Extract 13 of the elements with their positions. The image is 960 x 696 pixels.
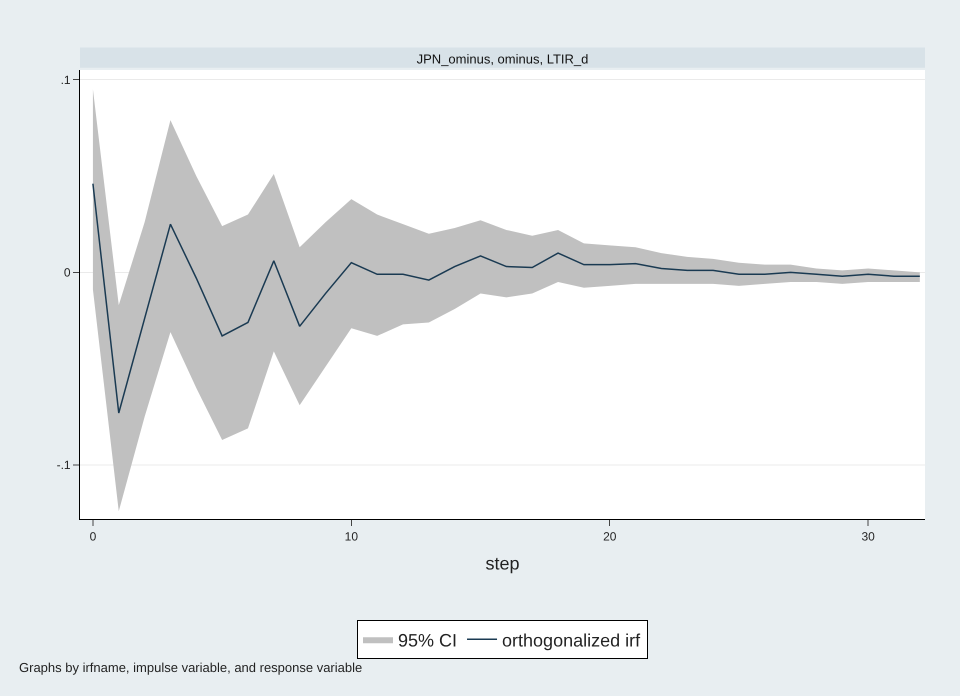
text: Graphs by irfname, impulse variable, and response variable [19,660,362,675]
x-tick-label: 20 [603,529,617,544]
x-tick-label: 30 [861,529,876,544]
legend-label: 95% CI [398,630,458,650]
y-tick-label: -.1 [56,458,71,472]
y-tick-label: .1 [60,72,71,87]
chart-title: JPN_ominus, ominus, LTIR_d [416,52,588,67]
legend-label: orthogonalized irf [502,630,642,650]
x-tick-label: 0 [90,529,97,544]
y-tick-label: 0 [64,266,71,280]
x-axis-title: step [485,554,520,574]
x-tick-label: 10 [344,529,358,544]
line-series [92,182,921,414]
